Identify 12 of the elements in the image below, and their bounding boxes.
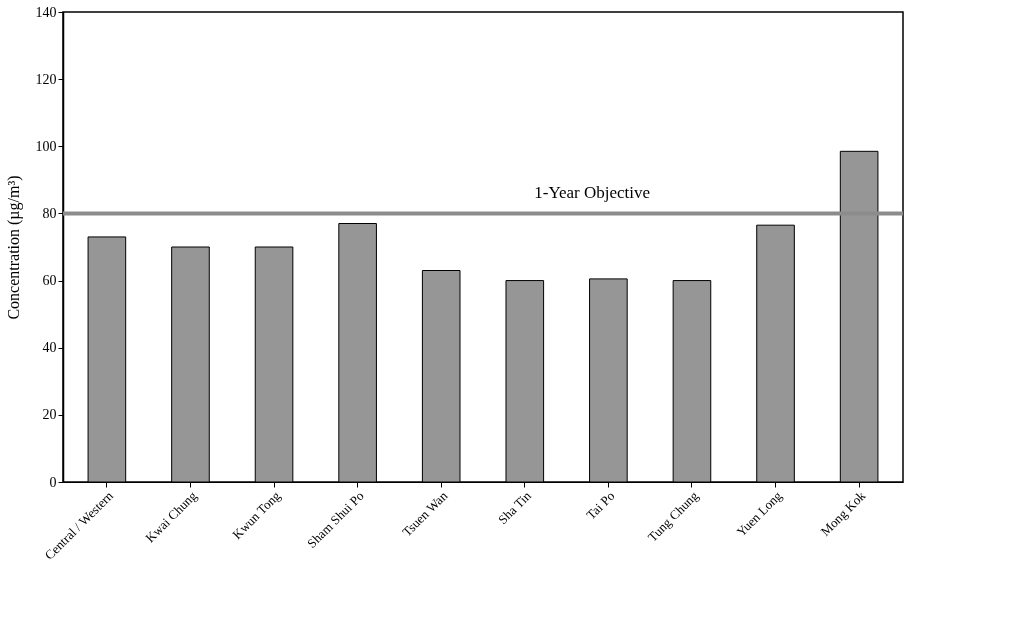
y-tick-label: 0: [49, 474, 57, 490]
y-tick-label: 100: [35, 138, 57, 154]
y-tick-label: 20: [42, 407, 57, 423]
y-tick-label: 40: [42, 340, 57, 356]
y-tick-label: 60: [42, 273, 57, 289]
ref-line-label: 1-Year Objective: [534, 183, 651, 203]
y-tick-label: 140: [35, 4, 57, 20]
y-tick-label: 80: [42, 205, 57, 221]
x-tick-label: Tai Po: [583, 488, 618, 523]
x-tick-label: Sha Tin: [495, 487, 535, 528]
y-axis-title: Concentration (µg/m³): [4, 175, 23, 320]
y-tick-label: 120: [35, 71, 57, 87]
